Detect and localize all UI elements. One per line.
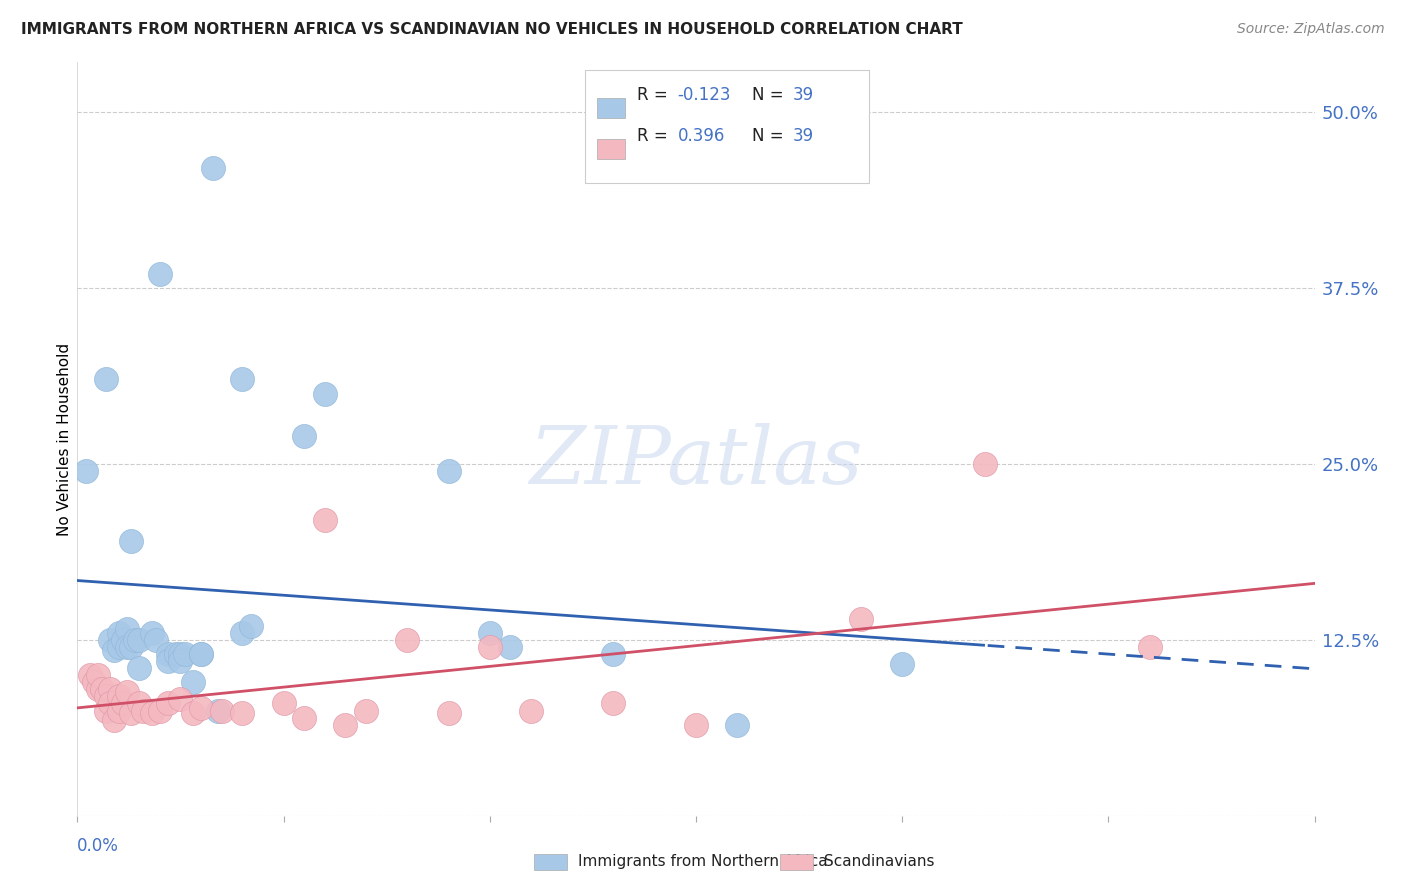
Text: ZIPatlas: ZIPatlas bbox=[529, 423, 863, 500]
Point bbox=[231, 626, 253, 640]
Point bbox=[169, 692, 191, 706]
Point bbox=[96, 690, 118, 704]
Text: N =: N = bbox=[752, 128, 789, 145]
Point bbox=[132, 704, 155, 718]
Point bbox=[87, 682, 110, 697]
Point bbox=[190, 700, 212, 714]
Text: 39: 39 bbox=[793, 128, 814, 145]
Point bbox=[314, 386, 336, 401]
Point bbox=[207, 704, 229, 718]
Point bbox=[181, 706, 204, 721]
Point bbox=[157, 647, 180, 661]
Text: Scandinavians: Scandinavians bbox=[824, 855, 935, 869]
Text: 0.396: 0.396 bbox=[678, 128, 724, 145]
Point bbox=[973, 457, 995, 471]
Text: IMMIGRANTS FROM NORTHERN AFRICA VS SCANDINAVIAN NO VEHICLES IN HOUSEHOLD CORRELA: IMMIGRANTS FROM NORTHERN AFRICA VS SCAND… bbox=[21, 22, 963, 37]
Point bbox=[499, 640, 522, 654]
Point bbox=[128, 697, 150, 711]
Point bbox=[124, 633, 146, 648]
Point bbox=[396, 633, 419, 648]
Point bbox=[478, 626, 501, 640]
Point bbox=[120, 706, 142, 721]
Text: Immigrants from Northern Africa: Immigrants from Northern Africa bbox=[578, 855, 828, 869]
Point bbox=[98, 697, 121, 711]
Y-axis label: No Vehicles in Household: No Vehicles in Household bbox=[56, 343, 72, 536]
Point bbox=[111, 697, 134, 711]
Point bbox=[190, 647, 212, 661]
Text: R =: R = bbox=[637, 128, 672, 145]
Point bbox=[165, 647, 187, 661]
Point bbox=[292, 429, 315, 443]
Point bbox=[98, 682, 121, 697]
Point bbox=[181, 675, 204, 690]
Point bbox=[149, 704, 172, 718]
Point bbox=[354, 704, 377, 718]
Point bbox=[335, 717, 357, 731]
Point bbox=[169, 647, 191, 661]
Point bbox=[98, 633, 121, 648]
Point bbox=[75, 464, 97, 478]
Point bbox=[115, 640, 138, 654]
Point bbox=[292, 710, 315, 724]
Point bbox=[107, 690, 129, 704]
Point bbox=[157, 654, 180, 668]
Point bbox=[190, 647, 212, 661]
Point bbox=[231, 706, 253, 721]
Point bbox=[96, 372, 118, 386]
Point bbox=[103, 643, 125, 657]
Point bbox=[128, 661, 150, 675]
Point bbox=[145, 633, 167, 648]
Point bbox=[314, 513, 336, 527]
Text: 39: 39 bbox=[793, 86, 814, 103]
Text: -0.123: -0.123 bbox=[678, 86, 731, 103]
Point bbox=[231, 372, 253, 386]
Point bbox=[141, 706, 163, 721]
Point bbox=[79, 668, 101, 682]
Point bbox=[273, 697, 295, 711]
Point bbox=[602, 697, 624, 711]
Point bbox=[173, 647, 195, 661]
Point bbox=[91, 682, 114, 697]
Text: N =: N = bbox=[752, 86, 789, 103]
Point bbox=[685, 717, 707, 731]
Text: R =: R = bbox=[637, 86, 672, 103]
Point bbox=[107, 704, 129, 718]
Point bbox=[211, 704, 233, 718]
Point bbox=[157, 697, 180, 711]
Point bbox=[115, 622, 138, 636]
Point bbox=[725, 717, 748, 731]
Point bbox=[437, 464, 460, 478]
Point bbox=[202, 161, 225, 175]
Point bbox=[602, 647, 624, 661]
Point bbox=[891, 657, 914, 671]
Point bbox=[149, 267, 172, 281]
Point bbox=[478, 640, 501, 654]
Point bbox=[437, 706, 460, 721]
Point bbox=[83, 675, 105, 690]
Point bbox=[520, 704, 543, 718]
Point bbox=[107, 626, 129, 640]
Point bbox=[103, 714, 125, 728]
Point bbox=[141, 626, 163, 640]
Point bbox=[1139, 640, 1161, 654]
Point bbox=[120, 534, 142, 549]
Text: Source: ZipAtlas.com: Source: ZipAtlas.com bbox=[1237, 22, 1385, 37]
Point bbox=[169, 654, 191, 668]
Point bbox=[239, 619, 262, 633]
Point bbox=[128, 633, 150, 648]
Point bbox=[107, 640, 129, 654]
Point bbox=[115, 685, 138, 699]
Point bbox=[111, 633, 134, 648]
Point bbox=[87, 668, 110, 682]
Point bbox=[120, 640, 142, 654]
Text: 0.0%: 0.0% bbox=[77, 838, 120, 855]
Point bbox=[96, 704, 118, 718]
Point bbox=[849, 612, 872, 626]
